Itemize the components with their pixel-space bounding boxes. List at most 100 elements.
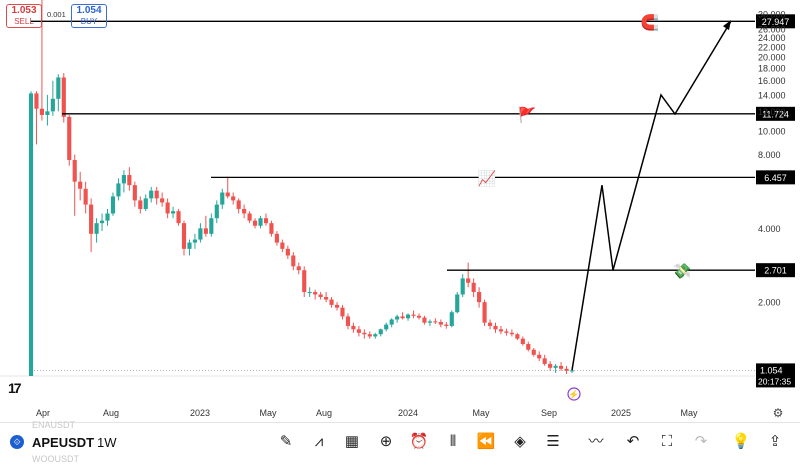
buy-button[interactable]: 1.054 BUY [71, 4, 107, 28]
candle [45, 94, 50, 126]
level-price-tag [756, 14, 795, 29]
candle-body [105, 213, 110, 221]
candle-body [356, 329, 361, 333]
candle-body [78, 181, 83, 189]
candle [482, 299, 487, 326]
candle [449, 310, 454, 328]
candle [192, 233, 198, 249]
candle [72, 154, 77, 216]
sell-price: 1.053 [11, 5, 37, 16]
candle [498, 325, 504, 335]
candle [329, 296, 334, 308]
candle-body [362, 332, 367, 335]
candle [176, 208, 181, 226]
candle-body [67, 116, 72, 160]
redo-icon[interactable]: ↷ [694, 433, 708, 450]
sell-button[interactable]: 1.053 SELL [6, 4, 42, 28]
candle-body [537, 354, 542, 359]
indicator-icon[interactable]: ⩘ [314, 433, 324, 450]
replay-icon[interactable]: ⏪ [476, 433, 496, 450]
candle-body [263, 218, 269, 224]
candle-body [83, 188, 88, 205]
interval-selector[interactable]: 1W [97, 435, 117, 450]
candle-body [242, 208, 247, 214]
candle [334, 302, 340, 311]
current-price-tag [756, 363, 795, 388]
level-price-tag [756, 170, 795, 185]
undo-icon[interactable]: ↶ [626, 433, 640, 450]
candle [28, 91, 34, 376]
candle [460, 274, 465, 297]
fullscreen-icon[interactable]: ⛶ [661, 433, 673, 450]
symbol-name[interactable]: APEUSDT [32, 435, 95, 450]
projection-path[interactable] [571, 20, 732, 371]
candle-body [94, 223, 99, 234]
candle-body [520, 338, 525, 345]
grid-icon[interactable]: ▦ [344, 433, 360, 450]
candle-body [438, 322, 443, 325]
candle-body [411, 314, 416, 316]
chart-settings-icon[interactable]: ⚙ [772, 406, 784, 420]
candle [67, 114, 72, 166]
candle [416, 313, 422, 320]
buy-label: BUY [80, 17, 98, 26]
price-chart[interactable]: 🧲 27.947🚩 11.724📈 6.457💸 2.701 30.00026.0002… [0, 0, 800, 422]
candle [236, 198, 241, 214]
pen-icon[interactable]: ✎ [279, 433, 293, 450]
candle [296, 262, 301, 275]
candle-body [307, 292, 312, 294]
candle [548, 361, 553, 371]
candle [225, 176, 230, 199]
candle-body [515, 334, 520, 339]
candle [520, 336, 525, 346]
settings-sliders-icon[interactable]: ☰ [546, 433, 560, 450]
alarm-icon[interactable]: ⏰ [409, 433, 429, 450]
idea-icon[interactable]: 💡 [731, 433, 751, 450]
candle [160, 192, 165, 207]
candle [307, 287, 312, 297]
time-axis-label: 2025 [611, 408, 631, 418]
candle [340, 304, 345, 320]
candle-body [280, 242, 285, 249]
candle-body [351, 325, 356, 330]
price-axis-label: 4.000 [758, 224, 781, 234]
candle-icon[interactable]: ⫴ [449, 433, 457, 450]
candle [61, 73, 66, 123]
candle-body [165, 202, 170, 214]
candle-body [340, 307, 345, 317]
candle [242, 204, 247, 219]
candle-body [334, 304, 340, 308]
time-axis-label: Aug [103, 408, 119, 418]
candle [487, 319, 493, 330]
candle [220, 188, 225, 209]
time-axis-label: May [680, 408, 698, 418]
candle-body [291, 255, 296, 267]
candle [214, 200, 219, 224]
add-icon[interactable]: ⊕ [379, 433, 393, 450]
trend-icon[interactable]: 〰 [588, 433, 604, 450]
candle [181, 220, 187, 256]
candle-body [427, 321, 432, 323]
candle-body [198, 228, 203, 240]
candle-body [373, 334, 378, 337]
candle [558, 362, 564, 371]
lightning-icon: ⚡ [568, 389, 579, 401]
candle-body [220, 192, 225, 205]
candle-body [247, 213, 252, 221]
candle-body [89, 204, 94, 234]
candle-body [460, 278, 465, 295]
candle [274, 231, 279, 246]
price-axis-label: 30.000 [758, 9, 786, 19]
candle-body [296, 266, 301, 271]
candle [553, 363, 558, 373]
candle [389, 318, 394, 328]
share-icon[interactable]: ⇪ [768, 433, 782, 450]
candle-body [171, 211, 176, 214]
layers-icon[interactable]: ◈ [514, 433, 526, 450]
candle-body [422, 317, 427, 323]
candle-body [542, 358, 547, 364]
price-axis-label: 8.000 [758, 150, 781, 160]
candle [154, 186, 159, 205]
candle [356, 325, 361, 337]
event-marker-icon[interactable] [567, 387, 581, 401]
